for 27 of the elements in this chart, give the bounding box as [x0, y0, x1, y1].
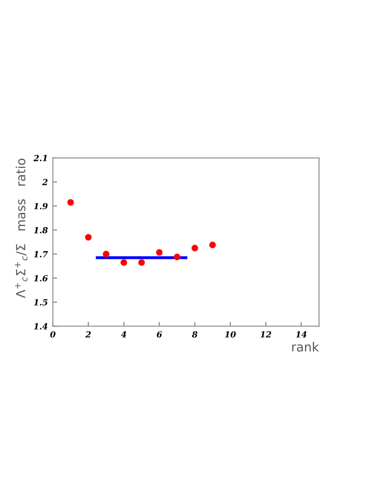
x-tick-label: 14 [296, 331, 307, 338]
point [67, 199, 74, 206]
y-tick-label: 2.1 [33, 154, 47, 162]
x-tick-label: 4 [120, 331, 126, 338]
y-tick-label: 1.4 [34, 323, 48, 330]
y-axis-title: Λ$^{+}$$_{c}$Σ$^{+}$$_{c}$/Σ mass ratio [14, 158, 28, 298]
y-tick-label: 1.6 [34, 275, 48, 282]
point [209, 242, 216, 248]
x-tick-label: 2 [85, 331, 91, 338]
point [120, 259, 128, 266]
point [192, 244, 198, 252]
point [102, 250, 110, 258]
y-tick-label: 2 [42, 178, 48, 186]
x-tick-label: 6 [156, 331, 162, 338]
point [156, 249, 163, 256]
x-tick-label: 10 [225, 331, 236, 338]
point [174, 254, 180, 260]
x-axis-title: rank [292, 342, 320, 352]
y-tick-label: 1.5 [34, 299, 48, 306]
point [138, 259, 145, 266]
y-tick-label: 1.9 [34, 202, 48, 210]
y-tick-label: 1.8 [34, 227, 48, 234]
x-tick-label: 0 [50, 331, 56, 338]
point [85, 234, 92, 241]
y-tick-label: 1.7 [34, 251, 48, 258]
x-tick-label: 8 [192, 331, 198, 338]
x-tick-label: 12 [260, 331, 272, 338]
